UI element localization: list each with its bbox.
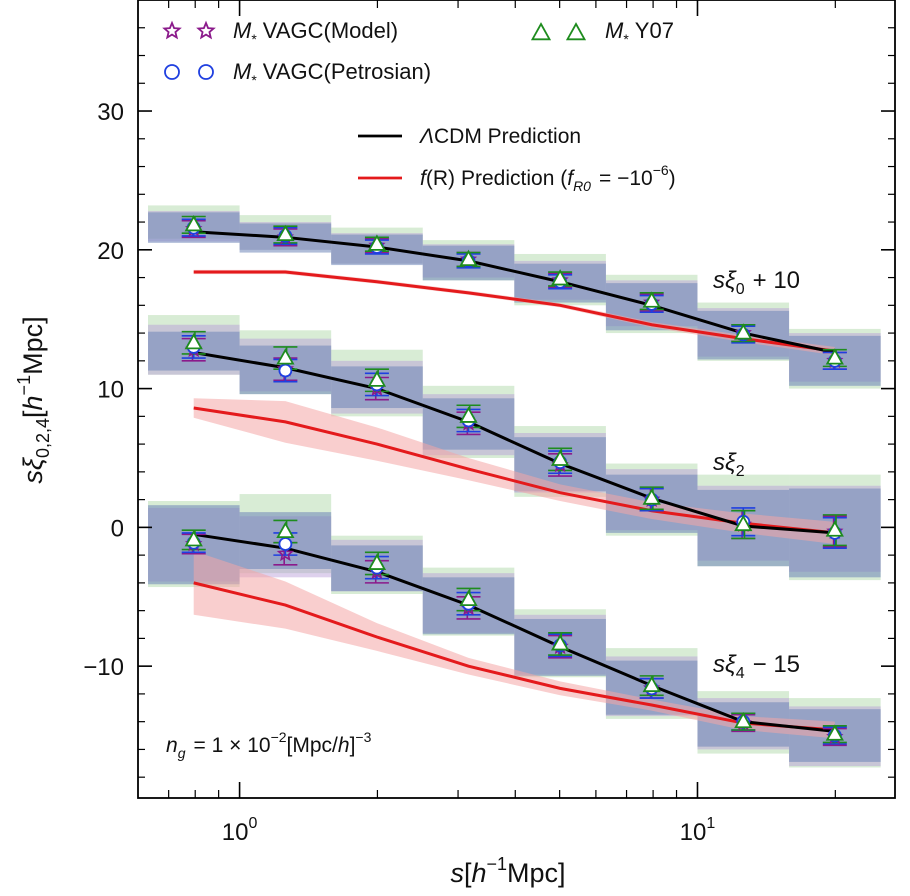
- legend-circle-marker-0: [164, 64, 180, 80]
- legend-fr-label: f(R) Prediction (fR0 = −10−6): [420, 162, 676, 194]
- y-tick-label-2: 10: [97, 377, 124, 404]
- y-axis-label: sξ0,2,4[h−1Mpc]: [14, 316, 53, 483]
- marker-y07-s2-0: [184, 530, 203, 547]
- marker-y07-s0-1: [276, 224, 295, 242]
- marker-y07-s1-5: [642, 488, 661, 505]
- annotation-monopole: sξ0 + 10: [713, 267, 800, 298]
- y-tick-label-0: −10: [83, 654, 124, 681]
- lcdm-line-s2: [193, 532, 835, 733]
- legend-circle-marker-1: [198, 64, 214, 80]
- marker-y07-s1-0: [184, 332, 203, 350]
- marker-y07-s2-4: [550, 634, 570, 651]
- marker-y07-s2-2: [367, 553, 387, 570]
- axes-layer: −10 0 10 20 30 100 101: [83, 0, 895, 846]
- legend-petrosian-label: M* VAGC(Petrosian): [233, 59, 431, 88]
- marker-y07-s2-5: [642, 675, 661, 693]
- marker-y07-s0-3: [459, 249, 478, 267]
- legend-star-marker-0: [162, 20, 182, 40]
- marker-y07-s1-3: [459, 406, 478, 423]
- marker-y07-s1-7: [825, 520, 844, 537]
- annotation-quadrupole: sξ2: [713, 449, 745, 480]
- y-tick-label-1: 0: [111, 515, 124, 542]
- legend-star-marker-1: [196, 20, 216, 40]
- y-tick-label-3: 20: [97, 238, 124, 265]
- legend-triangle-marker-1: [565, 22, 587, 41]
- fr-band-s2: [193, 550, 835, 739]
- x-tick-label-0: 100: [222, 815, 258, 846]
- legend-triangle-marker-0: [530, 22, 552, 41]
- marker-y07-s0-4: [550, 269, 570, 286]
- marker-y07-s2-1: [276, 521, 295, 539]
- annotation-number-density: ng = 1 × 10−2[Mpc/h]−3: [166, 729, 372, 761]
- x-axis-label: s[h−1Mpc]: [450, 854, 565, 888]
- marker-y07-s0-5: [642, 291, 661, 308]
- legend-markers: [162, 20, 587, 80]
- fr-band-s1: [193, 398, 835, 545]
- marker-y07-s0-2: [367, 234, 387, 251]
- lcdm-line-s0: [193, 230, 836, 354]
- marker-model-s2-1: [276, 544, 295, 562]
- markers-layer: [181, 214, 847, 747]
- lcdm-line-s1: [193, 351, 835, 535]
- marker-y07-s0-6: [734, 323, 753, 340]
- prediction-lines-layer: [193, 230, 836, 733]
- marker-y07-s2-3: [459, 589, 478, 607]
- plot-frame: [137, 0, 896, 799]
- marker-y07-s2-6: [734, 711, 753, 729]
- marker-petrosian-s1-1: [278, 363, 293, 378]
- fr-bands-layer: [193, 269, 835, 739]
- marker-y07-s1-1: [276, 348, 295, 365]
- legend-model-label: M* VAGC(Model): [233, 18, 398, 47]
- legend-y07-label: M* Y07: [605, 18, 674, 47]
- marker-y07-s1-6: [734, 514, 753, 532]
- marker-y07-s0-0: [184, 214, 203, 232]
- y-tick-label-4: 30: [97, 99, 124, 126]
- marker-y07-s2-7: [825, 724, 844, 741]
- marker-petrosian-s2-1: [278, 537, 293, 551]
- marker-y07-s0-7: [825, 348, 844, 365]
- annotation-hexadecapole: sξ4− 15: [713, 651, 800, 682]
- legend-lcdm-label: ΛCDM Prediction: [419, 125, 581, 148]
- marker-y07-s1-4: [550, 449, 570, 466]
- legend: M* VAGC(Model) M* VAGC(Petrosian) M* Y07 ΛC…: [162, 18, 676, 194]
- fr-line-s2: [193, 581, 835, 732]
- x-tick-label-1: 101: [680, 815, 716, 846]
- fr-line-s0: [193, 270, 836, 353]
- marker-y07-s1-2: [367, 370, 387, 387]
